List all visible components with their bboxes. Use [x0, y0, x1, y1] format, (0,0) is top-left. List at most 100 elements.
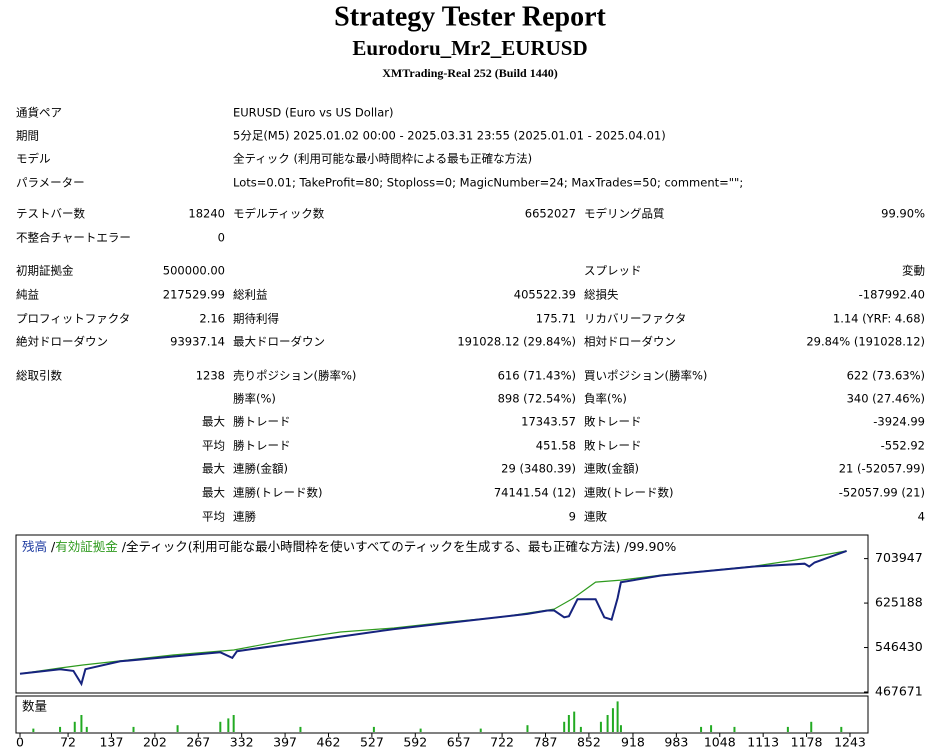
volume-bar [419, 728, 422, 732]
stat-label: 買いポジション(勝率%) [584, 369, 707, 383]
stat-label: 勝トレード [233, 415, 291, 429]
volume-bar [810, 721, 813, 732]
stat-value: 29.84% (191028.12) [806, 335, 925, 349]
stat-value: -187992.40 [859, 288, 925, 302]
volume-bar [32, 728, 35, 732]
x-tick-label: 0 [16, 735, 24, 750]
stat-value: 1238 [196, 369, 225, 383]
stat-value: 340 (27.46%) [847, 392, 925, 406]
legend: 残高/有効証拠金/全ティック(利用可能な最小時間枠を使いすべてのティックを生成す… [22, 539, 676, 554]
stat-label: 連勝 [233, 510, 256, 524]
volume-bar [59, 726, 62, 732]
volume-bar [733, 726, 736, 732]
legend-balance: 残高 [22, 539, 47, 554]
volume-bar [700, 726, 703, 732]
stat-value: 616 (71.43%) [498, 369, 576, 383]
info-value: 全ティック (利用可能な最小時間枠による最も正確な方法) [233, 152, 532, 166]
stat-label: 絶対ドローダウン [16, 335, 108, 349]
stat-label: テストバー数 [16, 207, 85, 221]
volume-bar [80, 715, 83, 732]
build: XMTrading-Real 252 (Build 1440) [382, 66, 557, 80]
x-tick-label: 787 [534, 735, 558, 750]
volume-label: 数量 [22, 699, 47, 714]
stat-label: 純益 [16, 288, 39, 302]
volume-bar [786, 726, 789, 732]
volume-bar [619, 725, 622, 732]
x-tick-label: 1243 [834, 735, 866, 750]
info-value: Lots=0.01; TakeProfit=80; Stoploss=0; Ma… [233, 176, 743, 190]
stat-label: モデルティック数 [233, 207, 325, 221]
volume-bar [563, 721, 566, 732]
legend-equity: 有効証拠金 [55, 539, 118, 554]
stat-label: 勝率(%) [233, 392, 276, 406]
stat-value: -52057.99 (21) [839, 486, 925, 500]
stat-label: モデリング品質 [584, 207, 665, 221]
x-tick-label: 202 [143, 735, 167, 750]
x-tick-label: 1178 [791, 735, 823, 750]
legend-separator: / [624, 539, 629, 554]
x-tick-label: 722 [490, 735, 514, 750]
volume-bar [132, 726, 135, 732]
stat-value: 平均 [202, 510, 225, 524]
stat-value: 405522.39 [514, 288, 576, 302]
volume-bar [372, 726, 375, 732]
stat-value: 2.16 [199, 312, 225, 326]
stat-value: 最大 [202, 462, 225, 476]
info-value: 5分足(M5) 2025.01.02 00:00 - 2025.03.31 23… [233, 129, 666, 143]
stat-label: 売りポジション(勝率%) [233, 369, 356, 383]
stat-label: 負率(%) [584, 392, 627, 406]
balance-line [19, 549, 847, 687]
stat-value: 175.71 [536, 312, 576, 326]
legend-separator: / [51, 539, 56, 554]
stat-label: 連勝(トレード数) [233, 486, 322, 500]
x-tick-label: 462 [317, 735, 341, 750]
x-tick-label: 137 [100, 735, 124, 750]
stat-value: 9 [569, 510, 576, 524]
x-tick-label: 657 [447, 735, 471, 750]
stat-label: 敗トレード [584, 415, 642, 429]
x-tick-label: 983 [664, 735, 688, 750]
volume-bar [219, 721, 222, 732]
volume-frame [15, 695, 869, 734]
title: Strategy Tester Report [334, 1, 606, 32]
volume-bar [611, 708, 614, 732]
stat-label: 総損失 [584, 288, 619, 302]
volume-bar [227, 718, 230, 732]
y-tick-label: 467671 [875, 684, 923, 699]
stat-value: 最大 [202, 415, 225, 429]
x-tick-label: 72 [60, 735, 76, 750]
stat-label: 連敗(金額) [584, 462, 639, 476]
info-value: EURUSD (Euro vs US Dollar) [233, 106, 393, 120]
stat-value: 217529.99 [163, 288, 225, 302]
x-tick-label: 592 [403, 735, 427, 750]
subtitle: Eurodoru_Mr2_EURUSD [352, 36, 587, 60]
stat-value: 191028.12 (29.84%) [457, 335, 576, 349]
x-tick-label: 1113 [747, 735, 779, 750]
stat-label: 連敗 [584, 510, 607, 524]
stat-label: 総利益 [233, 288, 268, 302]
x-tick-label: 332 [230, 735, 254, 750]
stat-value: 99.90% [881, 207, 925, 221]
volume-bar [579, 726, 582, 732]
stat-value: 1.14 (YRF: 4.68) [833, 312, 925, 326]
volume-bar [73, 721, 76, 732]
plot [19, 549, 847, 687]
stat-label: 総取引数 [16, 369, 62, 383]
volume-bar [710, 725, 713, 732]
stat-value: 74141.54 (12) [494, 486, 576, 500]
x-tick-label: 852 [577, 735, 601, 750]
stat-value: -552.92 [881, 439, 925, 453]
volume-bar [840, 726, 843, 732]
stat-value: 最大 [202, 486, 225, 500]
stat-label: スプレッド [584, 264, 642, 278]
info-label: 期間 [16, 129, 39, 143]
stat-value: 平均 [202, 439, 225, 453]
y-tick-label: 546430 [875, 639, 923, 654]
stat-value: 451.58 [536, 439, 576, 453]
y-tick-label: 625188 [875, 595, 923, 610]
stat-value: 622 (73.63%) [847, 369, 925, 383]
stat-value: 17343.57 [521, 415, 576, 429]
plot-frame [15, 534, 869, 694]
volume-bar [176, 725, 179, 732]
volume-bar [232, 715, 235, 732]
